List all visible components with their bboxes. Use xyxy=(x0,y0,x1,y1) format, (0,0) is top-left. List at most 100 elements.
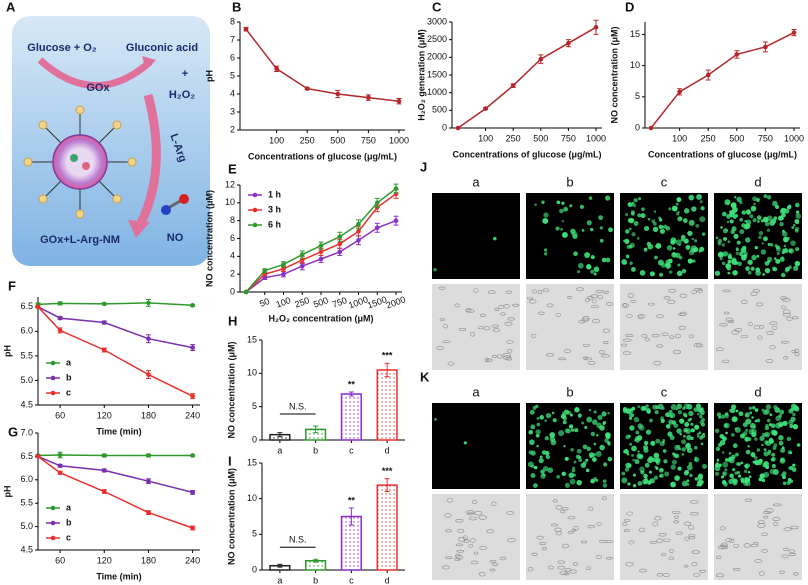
cell xyxy=(751,254,757,261)
cell xyxy=(694,424,700,430)
panel-label: G xyxy=(8,424,18,439)
cell xyxy=(722,461,729,468)
cell xyxy=(766,228,770,232)
cell-outline xyxy=(688,334,694,339)
cell xyxy=(699,216,706,223)
cell xyxy=(585,468,590,473)
cell-outline xyxy=(788,549,796,554)
cell xyxy=(570,228,576,235)
cell xyxy=(572,466,575,470)
cell xyxy=(672,452,676,456)
cell xyxy=(766,256,773,263)
cell-outline xyxy=(491,501,497,507)
cell xyxy=(762,216,769,223)
cell-outline xyxy=(683,564,689,568)
diagram-text: Gluconic acid xyxy=(126,42,198,54)
cell-outline xyxy=(625,562,634,567)
cell xyxy=(783,244,787,248)
cell xyxy=(590,227,594,232)
y-tick-label: 6.5 xyxy=(20,301,33,311)
cell xyxy=(586,416,593,423)
cell-outline xyxy=(758,571,765,576)
cell-outline xyxy=(783,547,789,552)
cell-outline xyxy=(641,334,648,338)
diagram-text: Glucose + O₂ xyxy=(27,42,96,54)
cell-outline xyxy=(715,573,725,578)
cell xyxy=(735,251,739,256)
cell xyxy=(688,219,695,226)
cell-outline xyxy=(743,543,751,548)
cell xyxy=(686,447,693,454)
cell-outline xyxy=(538,311,545,315)
error-bar xyxy=(384,362,390,378)
cell-outline xyxy=(444,556,453,560)
cell xyxy=(588,408,592,412)
cell-outline xyxy=(439,318,445,322)
cell xyxy=(653,452,660,459)
cell-outline xyxy=(723,311,730,315)
cell xyxy=(593,442,597,446)
cell xyxy=(687,258,693,264)
cell xyxy=(681,439,687,445)
cell-outline xyxy=(790,525,799,530)
cell xyxy=(721,211,727,217)
cell xyxy=(683,427,689,433)
cargo xyxy=(82,162,90,170)
cell xyxy=(676,197,682,203)
cell-outline xyxy=(492,562,499,567)
cell xyxy=(561,232,568,238)
cell-outline xyxy=(436,346,444,351)
cell-outline xyxy=(626,511,633,516)
cell xyxy=(696,412,700,416)
cell xyxy=(556,474,561,479)
cell xyxy=(732,443,738,449)
x-axis-label: Time (min) xyxy=(96,571,141,581)
x-tick-label: 750 xyxy=(331,295,349,310)
cell-outline xyxy=(660,553,667,557)
cell-outline xyxy=(722,289,731,293)
cell xyxy=(720,226,723,229)
cell xyxy=(632,483,637,488)
cell-outline xyxy=(674,333,682,339)
y-tick-label: 5 xyxy=(252,529,257,539)
cell-outline xyxy=(731,329,740,335)
cell xyxy=(579,204,585,209)
cell xyxy=(726,214,731,219)
cell xyxy=(684,469,689,474)
cell xyxy=(791,467,797,472)
y-axis-label: NO concentration (μM) xyxy=(226,341,236,438)
x-tick-label: 1000 xyxy=(586,133,606,143)
y-tick-label: 10 xyxy=(630,60,640,70)
cell xyxy=(528,430,533,435)
cell-outline xyxy=(506,339,514,344)
legend-label: b xyxy=(66,372,72,382)
cell xyxy=(770,458,775,462)
cell-outline xyxy=(638,527,646,533)
panel-label: I xyxy=(228,453,232,468)
cell-outline xyxy=(471,499,478,504)
point xyxy=(101,453,107,458)
cell-outline xyxy=(562,506,569,511)
cell xyxy=(700,206,705,211)
cell-outline xyxy=(750,543,759,548)
cell-outline xyxy=(759,325,765,329)
cell xyxy=(636,237,640,240)
series-line xyxy=(37,306,193,349)
cell xyxy=(651,219,656,224)
cell xyxy=(780,207,787,214)
cell xyxy=(590,269,595,274)
cell xyxy=(795,213,802,219)
point xyxy=(648,125,654,131)
cell xyxy=(658,216,662,220)
cell xyxy=(580,462,586,468)
cell-outline xyxy=(587,525,595,529)
arrow-head xyxy=(128,220,150,238)
cell xyxy=(714,471,720,476)
cell xyxy=(586,220,592,226)
cell xyxy=(720,475,725,479)
x-axis-label: Concentrations of glucose (μg/mL) xyxy=(248,151,397,161)
cell xyxy=(724,422,730,429)
cell-outline xyxy=(669,335,675,339)
cell xyxy=(756,215,762,221)
cell xyxy=(744,412,750,418)
